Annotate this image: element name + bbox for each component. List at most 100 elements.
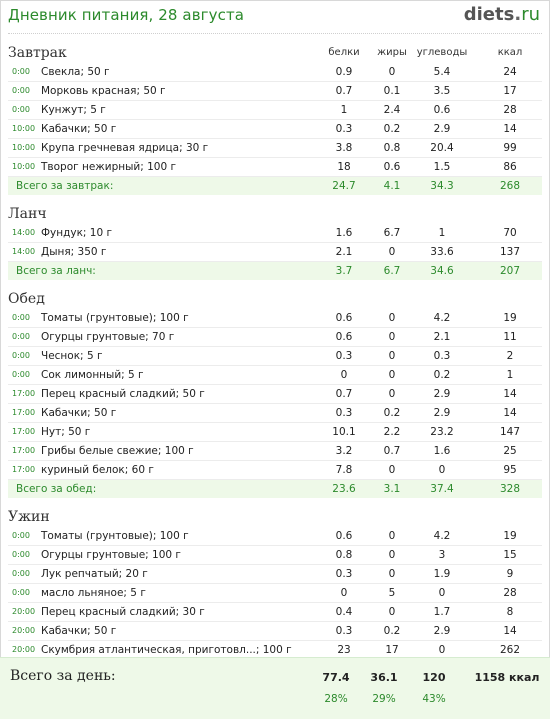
time-label: 10:00 bbox=[12, 143, 36, 152]
food-name[interactable]: Кабачки; 50 г bbox=[41, 123, 117, 135]
food-row[interactable]: 17:00 Кабачки; 50 г 0.3 0.2 2.9 14 bbox=[8, 404, 542, 423]
food-row[interactable]: 0:00 Чеснок; 5 г 0.3 0 0.3 2 bbox=[8, 347, 542, 366]
meal-section: Ужин 0:00 Томаты (грунтовые); 100 г 0.6 0 4.2… bbox=[8, 508, 542, 678]
food-name[interactable]: Фундук; 10 г bbox=[41, 227, 113, 239]
food-row[interactable]: 0:00 Морковь красная; 50 г 0.7 0.1 3.5 17 bbox=[8, 82, 542, 101]
logo-tld: ru bbox=[521, 4, 540, 25]
food-row[interactable]: 0:00 Томаты (грунтовые); 100 г 0.6 0 4.2 19 bbox=[8, 527, 542, 546]
food-protein: 1.6 bbox=[335, 227, 353, 239]
food-name[interactable]: Дыня; 350 г bbox=[41, 246, 107, 258]
total-carbs: 37.4 bbox=[430, 483, 454, 495]
site-logo[interactable]: diets.ru bbox=[464, 4, 540, 25]
food-name[interactable]: Чеснок; 5 г bbox=[41, 350, 103, 362]
food-row[interactable]: 14:00 Фундук; 10 г 1.6 6.7 1 70 bbox=[8, 224, 542, 243]
food-name[interactable]: Лук репчатый; 20 г bbox=[41, 568, 148, 580]
food-name[interactable]: Огурцы грунтовые; 100 г bbox=[41, 549, 181, 561]
food-row[interactable]: 0:00 Лук репчатый; 20 г 0.3 0 1.9 9 bbox=[8, 565, 542, 584]
food-carbs: 0.2 bbox=[433, 369, 451, 381]
food-row[interactable]: 10:00 Творог нежирный; 100 г 18 0.6 1.5 86 bbox=[8, 158, 542, 177]
food-row[interactable]: 20:00 Кабачки; 50 г 0.3 0.2 2.9 14 bbox=[8, 622, 542, 641]
section-title: Ланч bbox=[8, 206, 47, 222]
food-row[interactable]: 10:00 Крупа гречневая ядрица; 30 г 3.8 0.8 2… bbox=[8, 139, 542, 158]
food-protein: 10.1 bbox=[332, 426, 356, 438]
food-fat: 0 bbox=[388, 388, 396, 400]
food-name[interactable]: Перец красный сладкий; 30 г bbox=[41, 606, 205, 618]
food-protein: 3.2 bbox=[335, 445, 353, 457]
food-row[interactable]: 0:00 Свекла; 50 г 0.9 0 5.4 24 bbox=[8, 63, 542, 82]
food-row[interactable]: 17:00 Нут; 50 г 10.1 2.2 23.2 147 bbox=[8, 423, 542, 442]
time-label: 0:00 bbox=[12, 550, 30, 559]
total-kcal: 207 bbox=[499, 265, 521, 277]
food-protein: 0.6 bbox=[335, 530, 353, 542]
food-row[interactable]: 0:00 Сок лимонный; 5 г 0 0 0.2 1 bbox=[8, 366, 542, 385]
food-name[interactable]: Кабачки; 50 г bbox=[41, 407, 117, 419]
food-fat: 0 bbox=[388, 66, 396, 78]
food-row[interactable]: 20:00 Перец красный сладкий; 30 г 0.4 0 1.7 8 bbox=[8, 603, 542, 622]
food-protein: 0.8 bbox=[335, 549, 353, 561]
food-protein: 0.4 bbox=[335, 606, 353, 618]
food-fat: 0 bbox=[388, 331, 396, 343]
food-kcal: 147 bbox=[499, 426, 521, 438]
section-header: Завтрак белки жиры углеводы ккал bbox=[8, 44, 542, 63]
total-carbs: 34.6 bbox=[430, 265, 454, 277]
food-name[interactable]: Томаты (грунтовые); 100 г bbox=[41, 530, 189, 542]
food-row[interactable]: 14:00 Дыня; 350 г 2.1 0 33.6 137 bbox=[8, 243, 542, 262]
time-label: 0:00 bbox=[12, 588, 30, 597]
food-fat: 0 bbox=[388, 369, 396, 381]
food-carbs: 0.3 bbox=[433, 350, 451, 362]
food-kcal: 25 bbox=[503, 445, 517, 457]
food-protein: 0 bbox=[340, 369, 348, 381]
food-name[interactable]: Нут; 50 г bbox=[41, 426, 91, 438]
time-label: 10:00 bbox=[12, 162, 36, 171]
food-row[interactable]: 0:00 Огурцы грунтовые; 70 г 0.6 0 2.1 11 bbox=[8, 328, 542, 347]
food-row[interactable]: 0:00 Томаты (грунтовые); 100 г 0.6 0 4.2 19 bbox=[8, 309, 542, 328]
food-name[interactable]: Крупа гречневая ядрица; 30 г bbox=[41, 142, 209, 154]
food-name[interactable]: Огурцы грунтовые; 70 г bbox=[41, 331, 175, 343]
time-label: 0:00 bbox=[12, 86, 30, 95]
time-label: 17:00 bbox=[12, 389, 36, 398]
section-total-label: Всего за завтрак: bbox=[16, 180, 114, 192]
food-row[interactable]: 17:00 Перец красный сладкий; 50 г 0.7 0 2.9 1… bbox=[8, 385, 542, 404]
food-protein: 7.8 bbox=[335, 464, 353, 476]
total-fat: 6.7 bbox=[383, 265, 401, 277]
food-kcal: 8 bbox=[506, 606, 514, 618]
food-carbs: 1.6 bbox=[433, 445, 451, 457]
food-kcal: 99 bbox=[503, 142, 517, 154]
meal-section: Обед 0:00 Томаты (грунтовые); 100 г 0.6 0 4.2… bbox=[8, 290, 542, 498]
food-row[interactable]: 17:00 куриный белок; 60 г 7.8 0 0 95 bbox=[8, 461, 542, 480]
food-kcal: 262 bbox=[499, 644, 521, 656]
food-protein: 0.9 bbox=[335, 66, 353, 78]
food-name[interactable]: Морковь красная; 50 г bbox=[41, 85, 166, 97]
section-title: Завтрак bbox=[8, 45, 67, 61]
food-protein: 0.3 bbox=[335, 350, 353, 362]
total-protein: 23.6 bbox=[332, 483, 356, 495]
header-divider bbox=[8, 33, 542, 34]
food-name[interactable]: Скумбрия атлантическая, приготовл...; 10… bbox=[41, 644, 292, 656]
food-row[interactable]: 0:00 Огурцы грунтовые; 100 г 0.8 0 3 15 bbox=[8, 546, 542, 565]
food-row[interactable]: 10:00 Кабачки; 50 г 0.3 0.2 2.9 14 bbox=[8, 120, 542, 139]
food-name[interactable]: Творог нежирный; 100 г bbox=[41, 161, 176, 173]
food-row[interactable]: 17:00 Грибы белые свежие; 100 г 3.2 0.7 1.6 2… bbox=[8, 442, 542, 461]
food-name[interactable]: Сок лимонный; 5 г bbox=[41, 369, 144, 381]
food-name[interactable]: Свекла; 50 г bbox=[41, 66, 110, 78]
column-header-kcal: ккал bbox=[497, 47, 523, 58]
total-kcal: 268 bbox=[499, 180, 521, 192]
food-row[interactable]: 0:00 Кунжут; 5 г 1 2.4 0.6 28 bbox=[8, 101, 542, 120]
section-total-row: Всего за обед: 23.6 3.1 37.4 328 bbox=[8, 480, 542, 498]
food-carbs: 20.4 bbox=[430, 142, 454, 154]
day-total-kcal: 1158 ккал bbox=[474, 671, 540, 684]
food-row[interactable]: 0:00 масло льняное; 5 г 0 5 0 28 bbox=[8, 584, 542, 603]
food-fat: 17 bbox=[385, 644, 399, 656]
food-name[interactable]: куриный белок; 60 г bbox=[41, 464, 154, 476]
food-name[interactable]: Кабачки; 50 г bbox=[41, 625, 117, 637]
food-name[interactable]: Кунжут; 5 г bbox=[41, 104, 106, 116]
column-header-carbs: углеводы bbox=[416, 47, 468, 58]
food-fat: 5 bbox=[388, 587, 396, 599]
page-title: Дневник питания, 28 августа bbox=[8, 6, 245, 24]
food-name[interactable]: масло льняное; 5 г bbox=[41, 587, 146, 599]
time-label: 0:00 bbox=[12, 332, 30, 341]
food-name[interactable]: Перец красный сладкий; 50 г bbox=[41, 388, 205, 400]
food-name[interactable]: Грибы белые свежие; 100 г bbox=[41, 445, 194, 457]
food-name[interactable]: Томаты (грунтовые); 100 г bbox=[41, 312, 189, 324]
food-carbs: 4.2 bbox=[433, 312, 451, 324]
